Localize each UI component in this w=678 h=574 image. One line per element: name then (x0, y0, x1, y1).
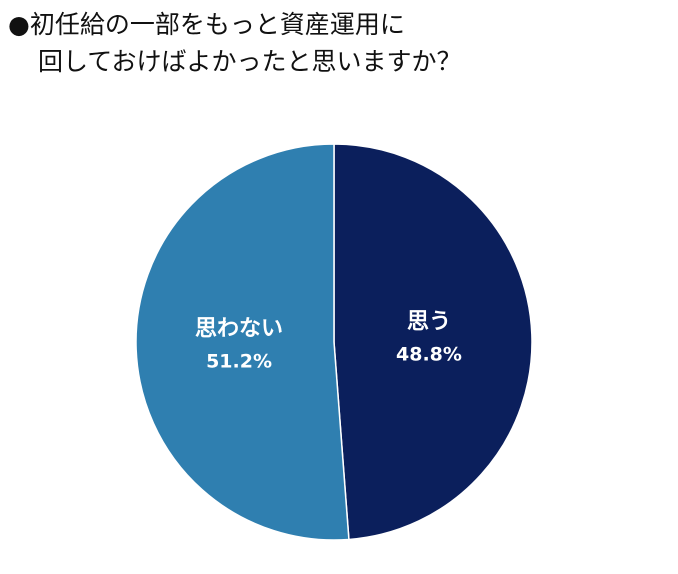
slice-label-yes: 思う (407, 309, 451, 334)
pie-slice-yes (333, 143, 533, 541)
slice-value-no: 51.2% (206, 351, 272, 373)
slice-label-no: 思わない (195, 317, 283, 342)
chart-title-line2: 回しておけばよかったと思いますか？ (38, 47, 462, 76)
chart-title: ●初任給の一部をもっと資産運用に 回しておけばよかったと思いますか？ (8, 6, 668, 80)
slice-value-yes: 48.8% (396, 343, 462, 365)
chart-title-line1: ●初任給の一部をもっと資産運用に (8, 10, 405, 39)
pie-slice-no (135, 143, 350, 541)
